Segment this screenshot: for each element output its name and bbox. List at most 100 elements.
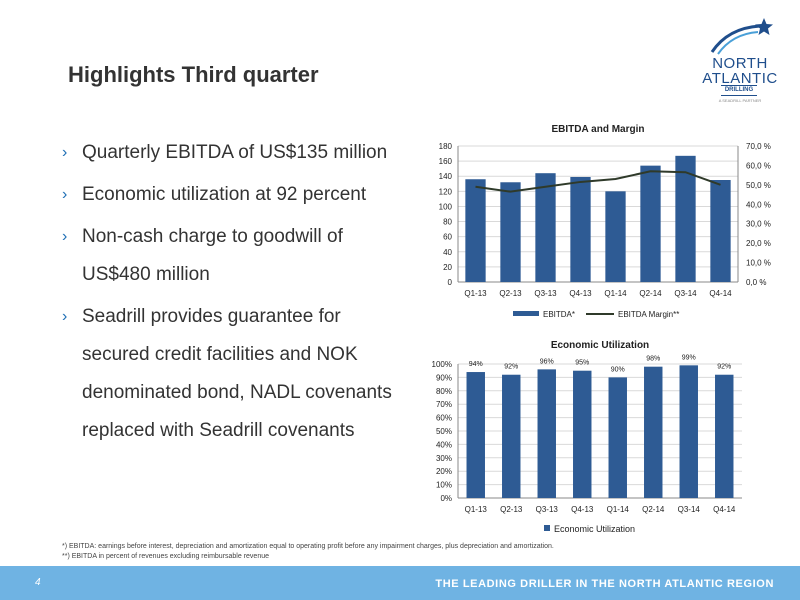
data-label: 92%	[504, 364, 518, 371]
legend-swatch-ebitda	[513, 311, 539, 316]
logo-line-atlantic: ATLANTIC	[702, 70, 778, 87]
y2-tick-label: 20,0 %	[746, 239, 771, 248]
y-tick-label: 80	[443, 218, 452, 227]
highlight-bullet: › Seadrill provides guarantee for secured…	[62, 298, 392, 450]
highlights-list: › Quarterly EBITDA of US$135 million › Eco…	[62, 134, 392, 454]
data-label: 94%	[469, 361, 483, 368]
ebitda-bar	[710, 180, 731, 282]
ebitda-bar	[500, 182, 521, 282]
y-tick-label: 20	[443, 263, 452, 272]
x-tick-label: Q4-13	[569, 289, 592, 298]
highlight-bullet: › Non-cash charge to goodwill of US$480 m…	[62, 218, 392, 294]
legend-label-utilization: Economic Utilization	[554, 524, 635, 534]
utilization-bar	[537, 369, 556, 498]
y-tick-label: 50%	[436, 427, 452, 436]
x-tick-label: Q2-13	[499, 289, 522, 298]
chart-title: EBITDA and Margin	[552, 124, 645, 135]
x-tick-label: Q2-14	[639, 289, 662, 298]
y-tick-label: 20%	[436, 467, 452, 476]
x-tick-label: Q1-13	[464, 289, 487, 298]
data-label: 95%	[575, 360, 589, 367]
x-tick-label: Q3-14	[678, 505, 701, 514]
logo-line-north: NORTH	[712, 55, 768, 72]
data-label: 98%	[646, 356, 660, 363]
chart-title: Economic Utilization	[551, 340, 649, 351]
utilization-bar	[715, 374, 734, 498]
bullet-text: Quarterly EBITDA of US$135 million	[82, 142, 388, 163]
y-tick-label: 100%	[432, 360, 452, 369]
y2-tick-label: 0,0 %	[746, 278, 766, 287]
ebitda-bar	[535, 173, 556, 282]
logo-line-drilling: DRILLING	[721, 85, 757, 96]
ebitda-bar	[675, 155, 696, 282]
footnote-margin: **) EBITDA in percent of revenues exclud…	[62, 553, 269, 560]
x-tick-label: Q3-13	[534, 289, 557, 298]
y2-tick-label: 60,0 %	[746, 161, 771, 170]
x-tick-label: Q2-14	[642, 505, 665, 514]
x-tick-label: Q3-13	[536, 505, 559, 514]
y-tick-label: 180	[439, 142, 453, 151]
utilization-bar	[573, 370, 592, 498]
utilization-bar	[502, 374, 521, 498]
y-tick-label: 30%	[436, 454, 452, 463]
highlight-bullet: › Quarterly EBITDA of US$135 million	[62, 134, 392, 172]
ebitda-bar	[640, 165, 661, 282]
y2-tick-label: 30,0 %	[746, 220, 771, 229]
page-number: 4	[35, 577, 41, 588]
y-tick-label: 0%	[440, 494, 452, 503]
utilization-bar	[644, 366, 663, 498]
x-tick-label: Q1-13	[465, 505, 488, 514]
slide-title: Highlights Third quarter	[68, 62, 319, 87]
utilization-bar	[679, 365, 698, 498]
footer-bar: 4 THE LEADING DRILLER IN THE NORTH ATLAN…	[0, 566, 800, 600]
y-tick-label: 40%	[436, 440, 452, 449]
y-tick-label: 60	[443, 233, 452, 242]
y-tick-label: 100	[439, 202, 453, 211]
y-tick-label: 60%	[436, 414, 452, 423]
y-tick-label: 80%	[436, 387, 452, 396]
utilization-bar	[466, 372, 485, 498]
data-label: 90%	[611, 366, 625, 373]
bullet-marker: ›	[62, 228, 68, 245]
legend-label-margin: EBITDA Margin**	[618, 310, 679, 319]
bullet-marker: ›	[62, 144, 68, 161]
north-atlantic-drilling-logo: NORTH ATLANTIC DRILLING A SEADRILL PARTN…	[700, 18, 780, 108]
y-tick-label: 140	[439, 172, 453, 181]
ebitda-bar	[605, 191, 626, 282]
y-tick-label: 120	[439, 187, 453, 196]
x-tick-label: Q4-14	[709, 289, 732, 298]
x-tick-label: Q4-14	[713, 505, 736, 514]
y-tick-label: 0	[448, 278, 453, 287]
footnote-ebitda: *) EBITDA: earnings before interest, dep…	[62, 543, 554, 550]
footnotes: *) EBITDA: earnings before interest, dep…	[62, 542, 554, 562]
x-tick-label: Q1-14	[607, 505, 630, 514]
ebitda-bar	[570, 176, 591, 282]
ebitda-bar	[465, 179, 486, 282]
y-tick-label: 160	[439, 157, 453, 166]
y-tick-label: 70%	[436, 400, 452, 409]
y2-tick-label: 50,0 %	[746, 181, 771, 190]
y2-tick-label: 40,0 %	[746, 200, 771, 209]
legend-label-ebitda: EBITDA*	[543, 310, 575, 319]
footer-tagline: THE LEADING DRILLER IN THE NORTH ATLANTI…	[435, 578, 774, 590]
y-tick-label: 10%	[436, 481, 452, 490]
legend-swatch-utilization	[544, 525, 550, 531]
ebitda-margin-chart: EBITDA and Margin 0 20 40 60 80 100 120 140 160 18…	[439, 124, 771, 319]
data-label: 99%	[682, 354, 696, 361]
bullet-text: Economic utilization at 92 percent	[82, 184, 367, 205]
logo-tagline: A SEADRILL PARTNER	[718, 98, 762, 103]
x-tick-label: Q2-13	[500, 505, 523, 514]
x-tick-label: Q3-14	[674, 289, 697, 298]
economic-utilization-chart: Economic Utilization 0% 10% 20% 30% 40% 50% 60%…	[432, 340, 742, 534]
bullet-marker: ›	[62, 186, 68, 203]
data-label: 92%	[717, 364, 731, 371]
y-tick-label: 90%	[436, 373, 452, 382]
bullet-text: Seadrill provides guarantee for secured …	[82, 306, 392, 441]
bullet-text: Non-cash charge to goodwill of US$480 mi…	[82, 226, 343, 285]
highlight-bullet: › Economic utilization at 92 percent	[62, 176, 392, 214]
star-swoosh-icon	[710, 18, 773, 55]
x-tick-label: Q4-13	[571, 505, 594, 514]
data-label: 96%	[540, 358, 554, 365]
x-tick-label: Q1-14	[604, 289, 627, 298]
y2-tick-label: 70,0 %	[746, 142, 771, 151]
